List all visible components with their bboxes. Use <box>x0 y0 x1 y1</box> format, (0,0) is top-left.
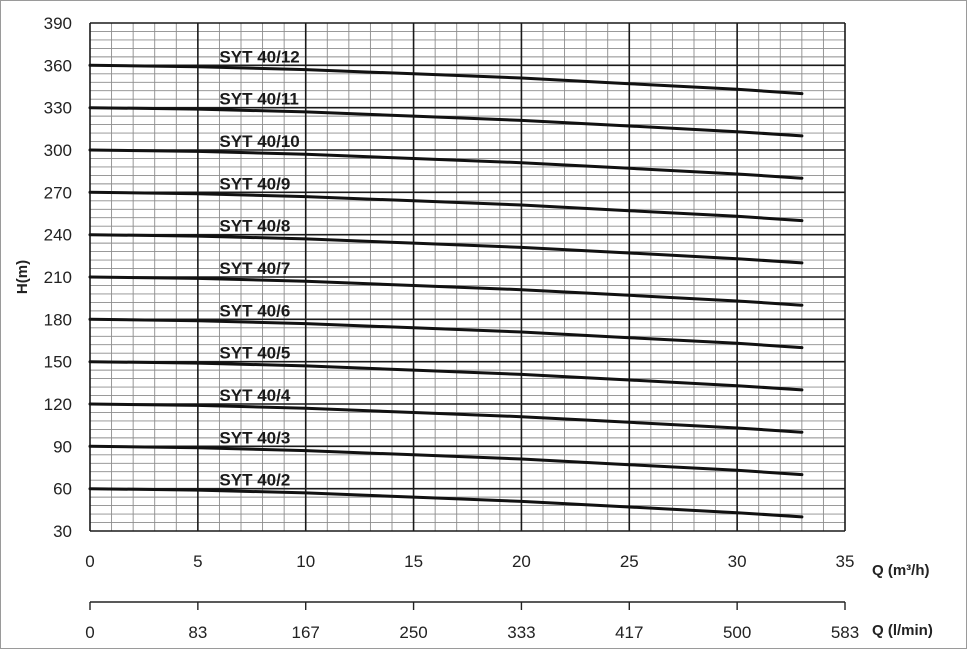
secondary-x-tick-label: 333 <box>507 623 535 642</box>
x-tick-label: 35 <box>836 552 855 571</box>
series-label: SYT 40/10 <box>219 132 299 151</box>
x-tick-label: 10 <box>296 552 315 571</box>
secondary-x-tick-label: 83 <box>188 623 207 642</box>
series-curves <box>88 63 804 519</box>
x-tick-label: 5 <box>193 552 202 571</box>
x-axis-unit-label: Q (m³/h) <box>872 562 930 579</box>
series-curve <box>88 63 804 96</box>
x-tick-label: 25 <box>620 552 639 571</box>
x-axis-ticks: 0 5 10 15 20 25 30 35 <box>85 552 854 571</box>
y-tick-label: 30 <box>53 522 72 541</box>
y-tick-label: 240 <box>44 226 72 245</box>
y-tick-label: 360 <box>44 56 72 75</box>
y-tick-label: 180 <box>44 310 72 329</box>
series-curve <box>88 444 804 477</box>
x-tick-label: 0 <box>85 552 94 571</box>
series-label: SYT 40/2 <box>219 471 290 490</box>
x-tick-label: 15 <box>404 552 423 571</box>
secondary-x-tick-label: 250 <box>399 623 427 642</box>
secondary-x-tick-label: 417 <box>615 623 643 642</box>
x-tick-label: 30 <box>728 552 747 571</box>
y-axis-label: H(m) <box>14 260 31 294</box>
secondary-x-tick-label: 0 <box>85 623 94 642</box>
series-curve <box>88 233 804 265</box>
series-curve <box>88 106 804 138</box>
series-label: SYT 40/7 <box>219 259 290 278</box>
y-tick-label: 150 <box>44 353 72 372</box>
secondary-x-tick-label: 583 <box>831 623 859 642</box>
y-tick-label: 300 <box>44 141 72 160</box>
series-curve <box>88 487 804 519</box>
secondary-x-tick-label: 167 <box>292 623 320 642</box>
series-curve <box>88 190 804 223</box>
series-label: SYT 40/5 <box>219 344 290 363</box>
y-tick-label: 60 <box>53 480 72 499</box>
series-curve <box>88 360 804 392</box>
y-tick-label: 90 <box>53 437 72 456</box>
y-tick-label: 330 <box>44 99 72 118</box>
series-curve <box>88 275 804 307</box>
series-label: SYT 40/11 <box>219 90 298 109</box>
series-label: SYT 40/12 <box>219 47 299 66</box>
y-tick-label: 210 <box>44 268 72 287</box>
y-axis-ticks: 30 60 90 120 150 180 210 240 270 300 330 360 390 <box>44 14 72 541</box>
secondary-x-tick-label: 500 <box>723 623 751 642</box>
series-curve <box>88 148 804 180</box>
secondary-x-axis: 0 83 167 250 333 417 500 583 <box>85 601 859 642</box>
series-curve <box>88 402 804 434</box>
series-label: SYT 40/9 <box>219 174 290 193</box>
series-labels: SYT 40/12 SYT 40/11 SYT 40/10 SYT 40/9 SYT 4… <box>219 47 299 489</box>
y-tick-label: 390 <box>44 14 72 33</box>
series-curve <box>88 317 804 350</box>
series-label: SYT 40/8 <box>219 217 290 236</box>
series-label: SYT 40/3 <box>219 428 290 447</box>
series-label: SYT 40/6 <box>219 301 290 320</box>
series-label: SYT 40/4 <box>219 386 290 405</box>
x-tick-label: 20 <box>512 552 531 571</box>
y-tick-label: 120 <box>44 395 72 414</box>
secondary-x-axis-unit-label: Q (l/min) <box>872 622 933 639</box>
y-tick-label: 270 <box>44 183 72 202</box>
